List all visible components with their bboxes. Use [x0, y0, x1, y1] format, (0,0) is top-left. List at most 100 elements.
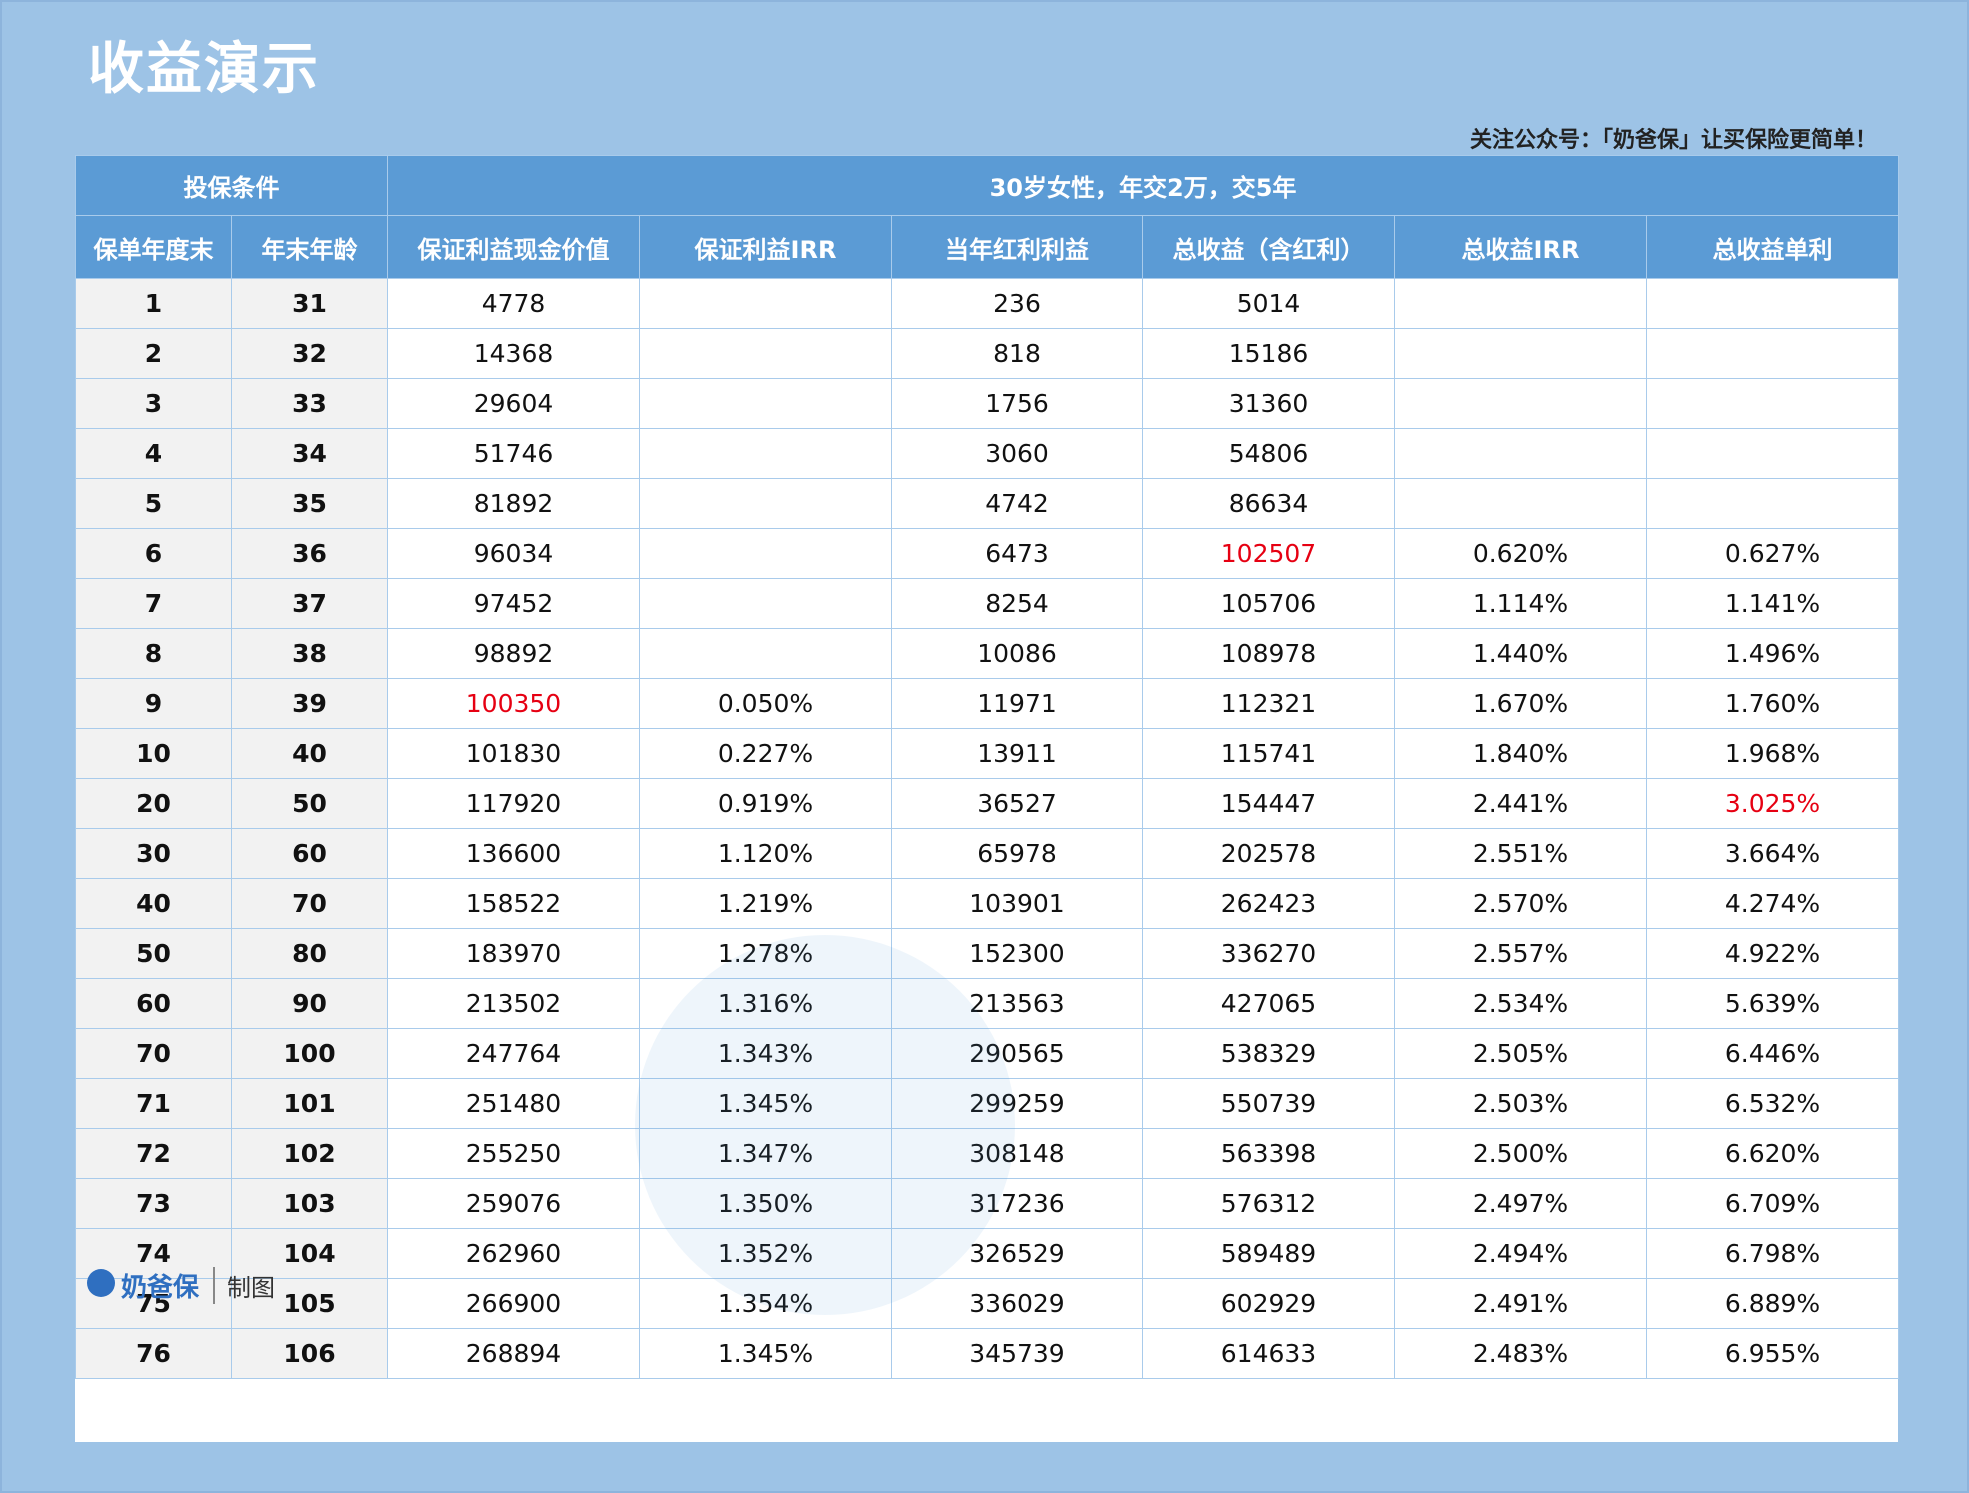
- cell: 1.496%: [1645, 628, 1900, 679]
- cell: 259076: [387, 1178, 640, 1229]
- cell: 154447: [1142, 778, 1395, 829]
- data-row: 8 38 98892 10086 108978 1.440% 1.496%: [75, 628, 1900, 679]
- empty-cell: [639, 578, 892, 629]
- cell: 0.050%: [639, 678, 892, 729]
- cell: 105706: [1142, 578, 1395, 629]
- cell: 15186: [1142, 328, 1395, 379]
- cell: 602929: [1142, 1278, 1395, 1329]
- column-header: 保证利益现金价值: [387, 215, 640, 279]
- data-row: 50 80 183970 1.278% 152300 336270 2.557% 4.922%: [75, 928, 1900, 979]
- cell: 51746: [387, 428, 640, 479]
- cell: 97452: [387, 578, 640, 629]
- data-row: 70 100 247764 1.343% 290565 538329 2.505% 6.446…: [75, 1028, 1900, 1079]
- data-row: 2 32 14368 818 15186: [75, 328, 1900, 379]
- cell: 100: [231, 1028, 388, 1079]
- cell: 60: [75, 978, 232, 1029]
- empty-cell: [1394, 278, 1647, 329]
- cell: 2.503%: [1394, 1078, 1647, 1129]
- cell: 247764: [387, 1028, 640, 1079]
- cell: 1.347%: [639, 1128, 892, 1179]
- data-row: 5 35 81892 4742 86634: [75, 478, 1900, 529]
- column-header: 年末年龄: [231, 215, 388, 279]
- cell: 8254: [891, 578, 1143, 629]
- empty-cell: [1394, 478, 1647, 529]
- cell: 1.219%: [639, 878, 892, 929]
- cell: 183970: [387, 928, 640, 979]
- cell: 336029: [891, 1278, 1143, 1329]
- logo: 奶爸保: [85, 1266, 216, 1304]
- cell: 6.955%: [1645, 1328, 1900, 1379]
- cell: 65978: [891, 828, 1143, 879]
- data-row: 60 90 213502 1.316% 213563 427065 2.534% 5.639%: [75, 978, 1900, 1029]
- cell: 13911: [891, 728, 1143, 779]
- cell: 76: [75, 1328, 232, 1379]
- cell: 108978: [1142, 628, 1395, 679]
- cell: 8: [75, 628, 232, 679]
- cell: 71: [75, 1078, 232, 1129]
- cell: 202578: [1142, 828, 1395, 879]
- cell: 31360: [1142, 378, 1395, 429]
- data-row: 7 37 97452 8254 105706 1.114% 1.141%: [75, 578, 1900, 629]
- cell: 35: [231, 478, 388, 529]
- cell: 4.922%: [1645, 928, 1900, 979]
- cell: 38: [231, 628, 388, 679]
- cell: 31: [231, 278, 388, 329]
- cell: 1.440%: [1394, 628, 1647, 679]
- cell: 266900: [387, 1278, 640, 1329]
- cell: 20: [75, 778, 232, 829]
- cell: 589489: [1142, 1228, 1395, 1279]
- cell: 345739: [891, 1328, 1143, 1379]
- cell: 2.557%: [1394, 928, 1647, 979]
- cell: 11971: [891, 678, 1143, 729]
- empty-cell: [639, 278, 892, 329]
- cell: 4: [75, 428, 232, 479]
- cell: 7: [75, 578, 232, 629]
- cell: 81892: [387, 478, 640, 529]
- cell: 550739: [1142, 1078, 1395, 1129]
- empty-cell: [1645, 428, 1900, 479]
- empty-cell: [639, 378, 892, 429]
- sheet: 投保条件 30岁女性，年交2万，交5年 保单年度末 年末年龄 保证利益现金价值 保证利…: [75, 155, 1900, 1442]
- cell: 3.664%: [1645, 828, 1900, 879]
- cell: 136600: [387, 828, 640, 879]
- data-row: 4 34 51746 3060 54806: [75, 428, 1900, 479]
- cell: 538329: [1142, 1028, 1395, 1079]
- cell: 115741: [1142, 728, 1395, 779]
- cell: 6.620%: [1645, 1128, 1900, 1179]
- cell: 2.500%: [1394, 1128, 1647, 1179]
- cell: 317236: [891, 1178, 1143, 1229]
- cell: 54806: [1142, 428, 1395, 479]
- cell: 236: [891, 278, 1143, 329]
- empty-cell: [639, 328, 892, 379]
- cell: 36: [231, 528, 388, 579]
- cell: 6.889%: [1645, 1278, 1900, 1329]
- cell: 563398: [1142, 1128, 1395, 1179]
- cell: 6.532%: [1645, 1078, 1900, 1129]
- table: 投保条件 30岁女性，年交2万，交5年 保单年度末 年末年龄 保证利益现金价值 保证利…: [75, 155, 1900, 1379]
- cell: 102507: [1142, 528, 1395, 579]
- cell: 299259: [891, 1078, 1143, 1129]
- cell: 2.505%: [1394, 1028, 1647, 1079]
- cell: 2.441%: [1394, 778, 1647, 829]
- cell: 268894: [387, 1328, 640, 1379]
- cell: 262423: [1142, 878, 1395, 929]
- empty-cell: [639, 428, 892, 479]
- column-header: 当年红利利益: [891, 215, 1143, 279]
- cell: 117920: [387, 778, 640, 829]
- empty-cell: [639, 628, 892, 679]
- condition-label: 投保条件: [75, 155, 388, 216]
- note: 关注公众号：「奶爸保」让买保险更简单！: [1469, 128, 1877, 153]
- cell: 213502: [387, 978, 640, 1029]
- cell: 10086: [891, 628, 1143, 679]
- cell: 4742: [891, 478, 1143, 529]
- cell: 34: [231, 428, 388, 479]
- data-row: 30 60 136600 1.120% 65978 202578 2.551% 3.664%: [75, 828, 1900, 879]
- cell: 100350: [387, 678, 640, 729]
- cell: 1.114%: [1394, 578, 1647, 629]
- cell: 1.343%: [639, 1028, 892, 1079]
- cell: 1.352%: [639, 1228, 892, 1279]
- cell: 75: [75, 1278, 232, 1329]
- data-row: 9 39 100350 0.050% 11971 112321 1.670% 1.760%: [75, 678, 1900, 729]
- empty-cell: [639, 478, 892, 529]
